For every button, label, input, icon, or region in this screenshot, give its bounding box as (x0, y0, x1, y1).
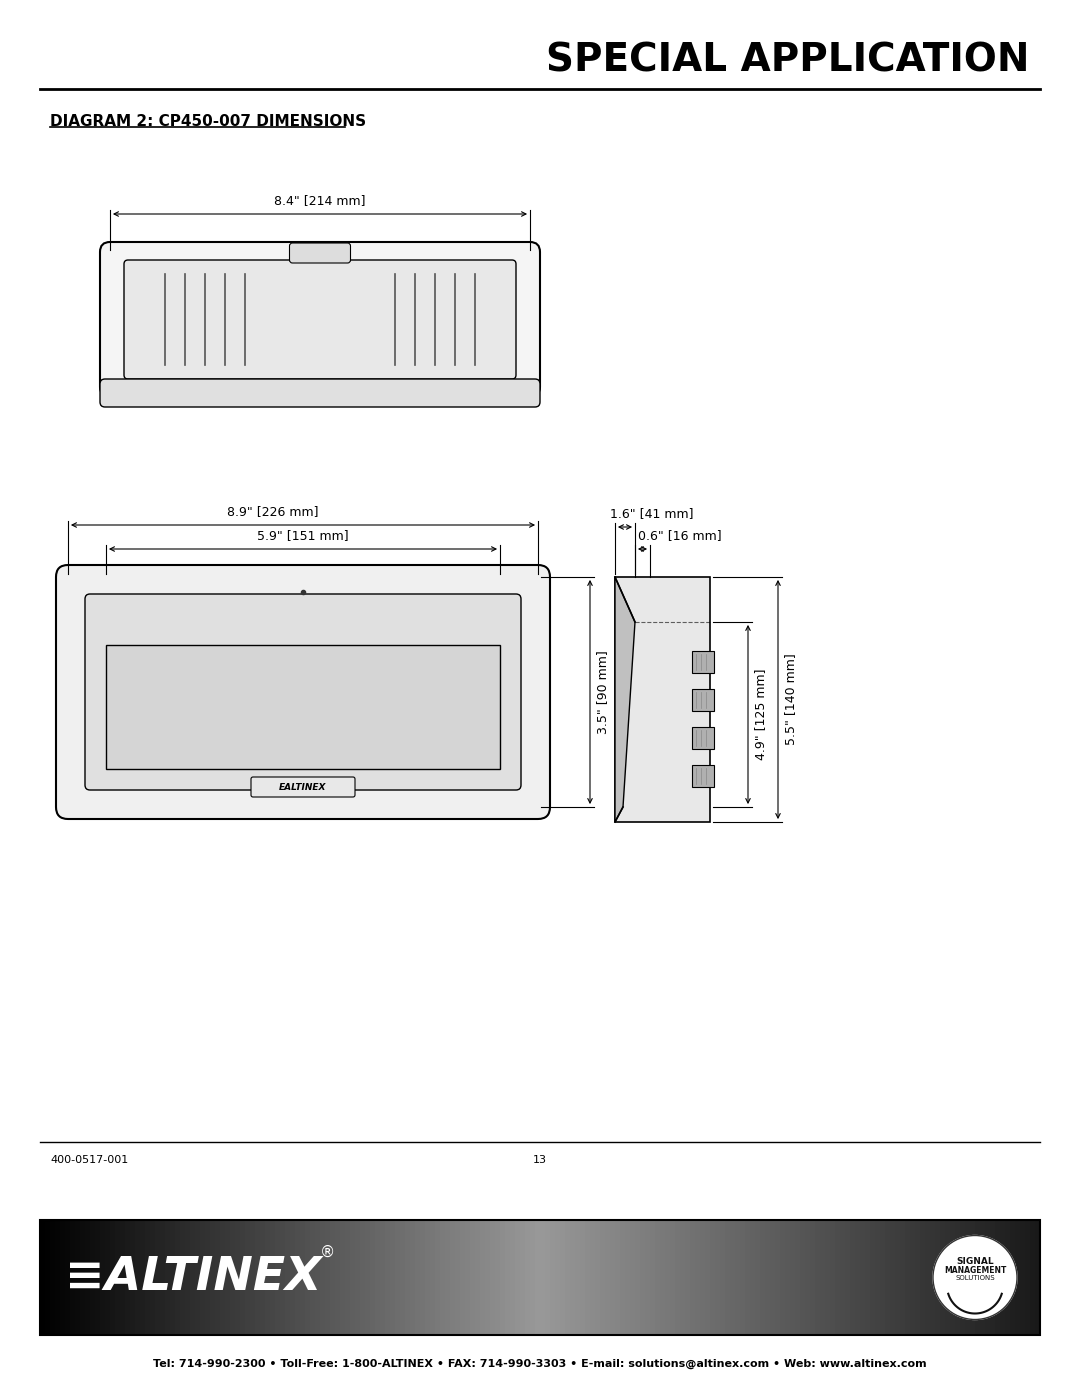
Bar (615, 577, 710, 821)
Bar (692, 651, 714, 673)
Circle shape (933, 1235, 1017, 1320)
FancyBboxPatch shape (124, 260, 516, 379)
FancyBboxPatch shape (56, 564, 550, 819)
Text: SOLUTIONS: SOLUTIONS (955, 1275, 995, 1281)
Polygon shape (615, 577, 635, 821)
Text: 400-0517-001: 400-0517-001 (50, 1155, 129, 1165)
Text: Tel: 714-990-2300 • Toll-Free: 1-800-ALTINEX • FAX: 714-990-3303 • E-mail: solut: Tel: 714-990-2300 • Toll-Free: 1-800-ALT… (153, 1359, 927, 1369)
FancyBboxPatch shape (100, 242, 540, 397)
Text: 3.5" [90 mm]: 3.5" [90 mm] (596, 650, 609, 733)
Text: ≡ALTINEX: ≡ALTINEX (65, 1255, 322, 1301)
FancyBboxPatch shape (251, 777, 355, 798)
Text: DIAGRAM 2: CP450-007 DIMENSIONS: DIAGRAM 2: CP450-007 DIMENSIONS (50, 115, 366, 129)
Text: 5.9" [151 mm]: 5.9" [151 mm] (257, 529, 349, 542)
Text: 8.9" [226 mm]: 8.9" [226 mm] (227, 504, 319, 518)
FancyBboxPatch shape (289, 243, 351, 263)
Bar (692, 689, 714, 711)
Text: ®: ® (320, 1245, 335, 1260)
FancyBboxPatch shape (100, 379, 540, 407)
Text: MANAGEMENT: MANAGEMENT (944, 1266, 1007, 1275)
Text: 1.6" [41 mm]: 1.6" [41 mm] (610, 507, 693, 520)
Text: 5.5" [140 mm]: 5.5" [140 mm] (784, 654, 797, 746)
Text: 0.6" [16 mm]: 0.6" [16 mm] (638, 529, 721, 542)
Text: SPECIAL APPLICATION: SPECIAL APPLICATION (546, 42, 1030, 80)
Text: 8.4" [214 mm]: 8.4" [214 mm] (274, 194, 366, 207)
Text: SIGNAL: SIGNAL (956, 1257, 994, 1266)
Bar (291, 386, 312, 395)
FancyBboxPatch shape (85, 594, 521, 789)
Bar (692, 766, 714, 787)
Text: 13: 13 (534, 1155, 546, 1165)
Text: 4.9" [125 mm]: 4.9" [125 mm] (754, 669, 767, 760)
Bar (40, 1220, 1040, 1336)
Bar (340, 386, 362, 395)
Bar (106, 645, 500, 768)
Text: EALTINEX: EALTINEX (280, 782, 327, 792)
Bar (692, 726, 714, 749)
